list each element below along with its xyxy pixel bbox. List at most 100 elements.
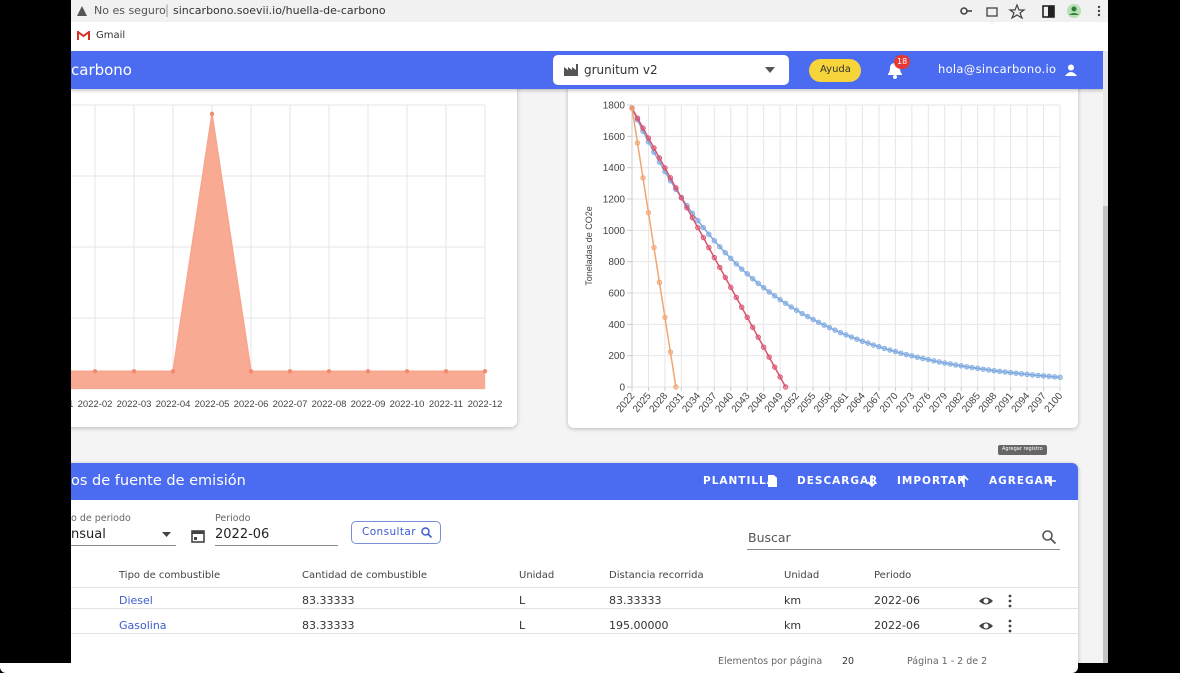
point: [131, 369, 137, 374]
point: [755, 334, 761, 340]
page-range: Página 1 - 2 de 2: [907, 656, 988, 667]
point: [1040, 373, 1047, 379]
point: [892, 348, 899, 355]
y-tick-label: 400: [608, 320, 625, 331]
cell: km: [784, 619, 802, 632]
point: [870, 342, 877, 348]
action-button[interactable]: IMPORTAR: [897, 475, 967, 487]
point: [793, 307, 800, 313]
point: [969, 364, 975, 371]
point: [760, 344, 767, 350]
user-email[interactable]: hola@sincarbono.io: [938, 62, 1057, 76]
arrow-down-icon: [867, 475, 877, 487]
filter-label: o de periodo: [71, 513, 131, 524]
action-button[interactable]: AGREGAR: [989, 475, 1053, 487]
user-icon: [1065, 64, 1077, 76]
chart-card: 0 200 400 600 800 1000 1200 1400 1600 1800 2022 202…: [568, 80, 1078, 428]
action-button[interactable]: DESCARGAR: [797, 475, 879, 487]
row-actions[interactable]: [978, 594, 1018, 608]
point: [942, 360, 948, 366]
point: [810, 316, 816, 323]
warning-icon: [77, 6, 87, 16]
point: [717, 264, 723, 271]
y-tick-label: 1200: [603, 195, 626, 206]
point: [662, 165, 668, 171]
y-tick-label: 800: [608, 257, 625, 268]
point: [985, 367, 992, 373]
point: [673, 384, 679, 390]
point: [1051, 374, 1058, 380]
cell: Gasolina: [119, 619, 167, 632]
action-button[interactable]: PLANTILLA: [703, 475, 776, 487]
point: [760, 284, 767, 291]
point: [837, 329, 844, 336]
point: [947, 361, 953, 367]
company-select[interactable]: grunitum v2: [553, 55, 789, 85]
point: [799, 310, 805, 317]
notification-count: 18: [897, 57, 908, 66]
point: [958, 363, 964, 369]
point: [821, 322, 827, 328]
point: [209, 111, 215, 117]
brand[interactable]: carbono: [71, 61, 132, 79]
point: [832, 327, 838, 333]
calendar-icon[interactable]: [191, 528, 205, 543]
y-tick-label: 1400: [603, 163, 626, 174]
x-tick-label: 2022-10: [390, 399, 425, 410]
scrollbar[interactable]: [1103, 51, 1108, 663]
search-icon: [421, 527, 432, 538]
x-tick-label: 2022-08: [312, 399, 347, 410]
query-button[interactable]: Consultar: [351, 521, 441, 544]
underline: [71, 545, 176, 546]
row-actions[interactable]: [978, 619, 1018, 633]
point: [1018, 371, 1025, 377]
point: [404, 369, 410, 374]
point: [482, 369, 488, 374]
point: [782, 384, 789, 390]
filter-value[interactable]: nsual: [71, 527, 106, 542]
y-tick-label: 200: [608, 351, 625, 362]
area-line: [56, 113, 485, 372]
caret: [765, 67, 775, 73]
point: [936, 359, 942, 365]
point: [1007, 369, 1014, 376]
point: [815, 319, 822, 325]
point: [843, 332, 849, 338]
point: [656, 155, 663, 161]
point: [854, 336, 860, 342]
point: [925, 356, 932, 363]
search-icon[interactable]: [1042, 530, 1056, 544]
point: [766, 354, 772, 360]
point: [651, 244, 657, 251]
filter-label: Periodo: [215, 513, 251, 524]
y-tick-label: 1000: [603, 226, 626, 237]
point: [1024, 371, 1030, 378]
point: [848, 334, 855, 340]
underline: [215, 545, 338, 546]
plus-icon: [1046, 476, 1056, 486]
bookmark[interactable]: Gmail: [96, 30, 126, 41]
column-header: Cantidad de combustible: [302, 570, 428, 581]
cell: km: [784, 594, 802, 607]
url[interactable]: sincarbono.soevii.io/huella-de-carbono: [173, 4, 386, 17]
x-tick-label: 2022-07: [273, 399, 308, 410]
scroll-thumb[interactable]: [1103, 206, 1108, 663]
point: [706, 231, 712, 237]
point: [980, 366, 986, 372]
point: [782, 300, 789, 307]
point: [634, 140, 641, 146]
point: [991, 368, 997, 374]
x-tick-label: 2022-12: [468, 399, 503, 410]
column-header: Unidad: [784, 570, 820, 581]
point: [640, 125, 646, 131]
filter-value[interactable]: 2022-06: [215, 527, 270, 542]
help-button[interactable]: Ayuda: [809, 59, 861, 82]
point: [771, 293, 778, 299]
point: [881, 345, 888, 352]
y-tick-label: 0: [619, 383, 625, 394]
point: [722, 274, 728, 281]
search-input[interactable]: Buscar: [748, 530, 791, 545]
point: [1046, 373, 1052, 380]
point: [903, 351, 910, 358]
